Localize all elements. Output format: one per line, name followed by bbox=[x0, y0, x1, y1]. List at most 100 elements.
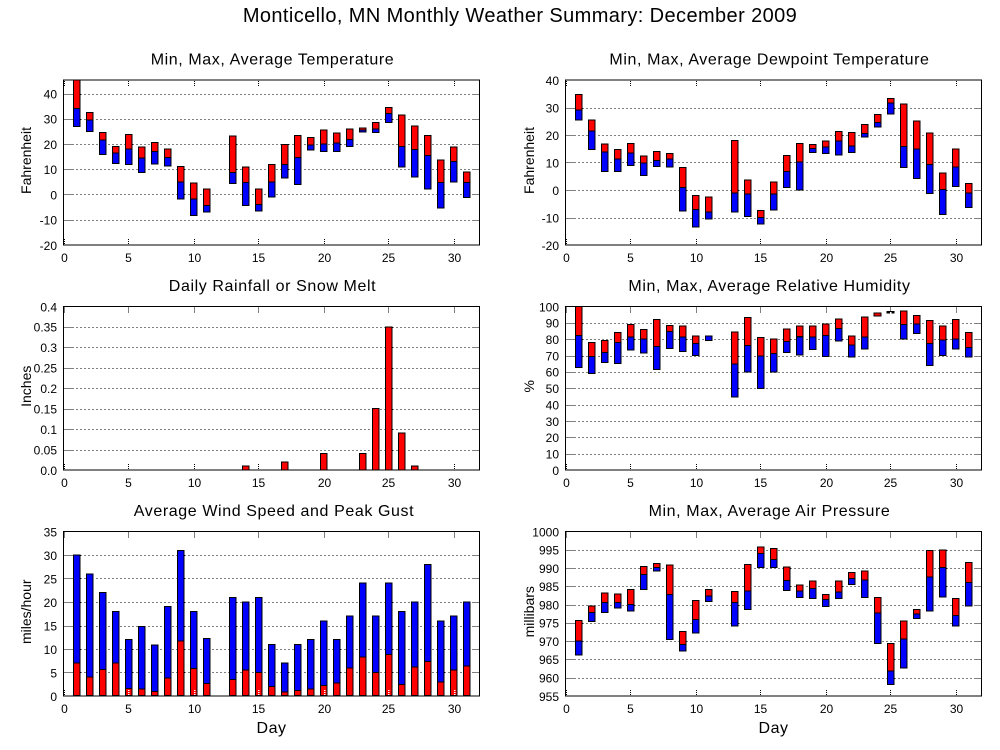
svg-text:-10: -10 bbox=[40, 214, 58, 228]
svg-text:0: 0 bbox=[563, 251, 570, 265]
svg-text:975: 975 bbox=[539, 617, 559, 631]
svg-text:965: 965 bbox=[539, 653, 559, 667]
svg-text:Fahrenheit: Fahrenheit bbox=[521, 127, 537, 194]
svg-text:20: 20 bbox=[318, 702, 332, 716]
svg-text:25: 25 bbox=[884, 476, 898, 490]
svg-text:10: 10 bbox=[690, 251, 704, 265]
svg-text:5: 5 bbox=[627, 251, 634, 265]
svg-text:miles/hour: miles/hour bbox=[18, 579, 34, 644]
svg-text:10: 10 bbox=[44, 163, 58, 177]
svg-text:20: 20 bbox=[820, 476, 834, 490]
svg-text:-10: -10 bbox=[542, 211, 560, 225]
svg-text:10: 10 bbox=[546, 156, 560, 170]
svg-text:15: 15 bbox=[754, 251, 768, 265]
svg-text:0.25: 0.25 bbox=[34, 362, 58, 376]
svg-text:15: 15 bbox=[252, 476, 266, 490]
svg-text:30: 30 bbox=[950, 476, 964, 490]
svg-text:Average Wind Speed and Peak Gu: Average Wind Speed and Peak Gust bbox=[134, 503, 414, 520]
svg-text:10: 10 bbox=[546, 447, 560, 461]
svg-text:80: 80 bbox=[546, 333, 560, 347]
svg-text:30: 30 bbox=[448, 476, 462, 490]
svg-text:0: 0 bbox=[552, 464, 559, 478]
svg-text:20: 20 bbox=[44, 138, 58, 152]
svg-text:20: 20 bbox=[318, 251, 332, 265]
svg-text:955: 955 bbox=[539, 690, 559, 704]
svg-text:20: 20 bbox=[820, 702, 834, 716]
svg-text:0.3: 0.3 bbox=[40, 341, 57, 355]
svg-text:985: 985 bbox=[539, 580, 559, 594]
svg-text:40: 40 bbox=[546, 398, 560, 412]
svg-text:0: 0 bbox=[61, 476, 68, 490]
svg-text:10: 10 bbox=[188, 251, 202, 265]
svg-text:5: 5 bbox=[125, 702, 132, 716]
svg-text:10: 10 bbox=[690, 702, 704, 716]
svg-text:10: 10 bbox=[690, 476, 704, 490]
svg-text:990: 990 bbox=[539, 562, 559, 576]
svg-text:30: 30 bbox=[448, 251, 462, 265]
svg-text:40: 40 bbox=[44, 87, 58, 101]
svg-text:20: 20 bbox=[820, 251, 834, 265]
svg-text:20: 20 bbox=[546, 431, 560, 445]
svg-text:5: 5 bbox=[50, 666, 57, 680]
svg-text:1000: 1000 bbox=[532, 525, 559, 539]
svg-text:0: 0 bbox=[61, 251, 68, 265]
svg-text:100: 100 bbox=[539, 300, 559, 314]
svg-text:0: 0 bbox=[563, 476, 570, 490]
svg-text:25: 25 bbox=[884, 702, 898, 716]
svg-text:-20: -20 bbox=[40, 239, 58, 253]
svg-text:25: 25 bbox=[382, 702, 396, 716]
svg-text:0: 0 bbox=[61, 702, 68, 716]
svg-text:35: 35 bbox=[44, 525, 58, 539]
svg-text:30: 30 bbox=[546, 101, 560, 115]
svg-text:Min, Max, Average Air Pressure: Min, Max, Average Air Pressure bbox=[649, 503, 891, 520]
svg-text:90: 90 bbox=[546, 317, 560, 331]
svg-text:Min, Max, Average Dewpoint Tem: Min, Max, Average Dewpoint Temperature bbox=[609, 52, 929, 69]
svg-text:25: 25 bbox=[382, 476, 396, 490]
svg-text:0.2: 0.2 bbox=[40, 382, 57, 396]
svg-text:30: 30 bbox=[44, 113, 58, 127]
svg-text:%: % bbox=[521, 380, 537, 392]
svg-text:0: 0 bbox=[563, 702, 570, 716]
svg-text:Inches: Inches bbox=[18, 366, 34, 407]
svg-text:995: 995 bbox=[539, 544, 559, 558]
svg-text:Daily Rainfall or Snow Melt: Daily Rainfall or Snow Melt bbox=[169, 278, 376, 295]
svg-text:10: 10 bbox=[188, 702, 202, 716]
svg-text:Day: Day bbox=[759, 720, 789, 737]
svg-text:Day: Day bbox=[257, 720, 287, 737]
svg-text:25: 25 bbox=[884, 251, 898, 265]
svg-text:0.1: 0.1 bbox=[40, 423, 57, 437]
svg-text:20: 20 bbox=[546, 129, 560, 143]
svg-text:Fahrenheit: Fahrenheit bbox=[18, 127, 34, 194]
svg-text:millibars: millibars bbox=[521, 586, 537, 637]
svg-text:-20: -20 bbox=[542, 239, 560, 253]
svg-text:70: 70 bbox=[546, 349, 560, 363]
svg-text:0: 0 bbox=[552, 184, 559, 198]
svg-text:20: 20 bbox=[318, 476, 332, 490]
svg-text:Min, Max, Average Relative Hum: Min, Max, Average Relative Humidity bbox=[628, 278, 910, 295]
svg-text:0: 0 bbox=[50, 188, 57, 202]
svg-text:960: 960 bbox=[539, 672, 559, 686]
svg-text:10: 10 bbox=[188, 476, 202, 490]
svg-text:Monticello, MN Monthly Weather: Monticello, MN Monthly Weather Summary: … bbox=[243, 5, 797, 27]
svg-text:0.05: 0.05 bbox=[34, 443, 58, 457]
svg-text:30: 30 bbox=[448, 702, 462, 716]
svg-text:60: 60 bbox=[546, 366, 560, 380]
svg-text:10: 10 bbox=[44, 643, 58, 657]
svg-text:5: 5 bbox=[125, 476, 132, 490]
svg-text:25: 25 bbox=[44, 572, 58, 586]
svg-text:0.4: 0.4 bbox=[40, 300, 57, 314]
svg-text:30: 30 bbox=[546, 415, 560, 429]
svg-text:50: 50 bbox=[546, 382, 560, 396]
svg-text:980: 980 bbox=[539, 598, 559, 612]
svg-text:15: 15 bbox=[44, 619, 58, 633]
svg-text:0: 0 bbox=[50, 690, 57, 704]
svg-text:15: 15 bbox=[252, 702, 266, 716]
svg-text:30: 30 bbox=[950, 702, 964, 716]
svg-text:15: 15 bbox=[754, 702, 768, 716]
svg-text:5: 5 bbox=[125, 251, 132, 265]
svg-text:0.0: 0.0 bbox=[40, 464, 57, 478]
svg-text:25: 25 bbox=[382, 251, 396, 265]
svg-text:Min, Max, Average Temperature: Min, Max, Average Temperature bbox=[151, 52, 395, 69]
svg-text:5: 5 bbox=[627, 476, 634, 490]
svg-text:970: 970 bbox=[539, 635, 559, 649]
